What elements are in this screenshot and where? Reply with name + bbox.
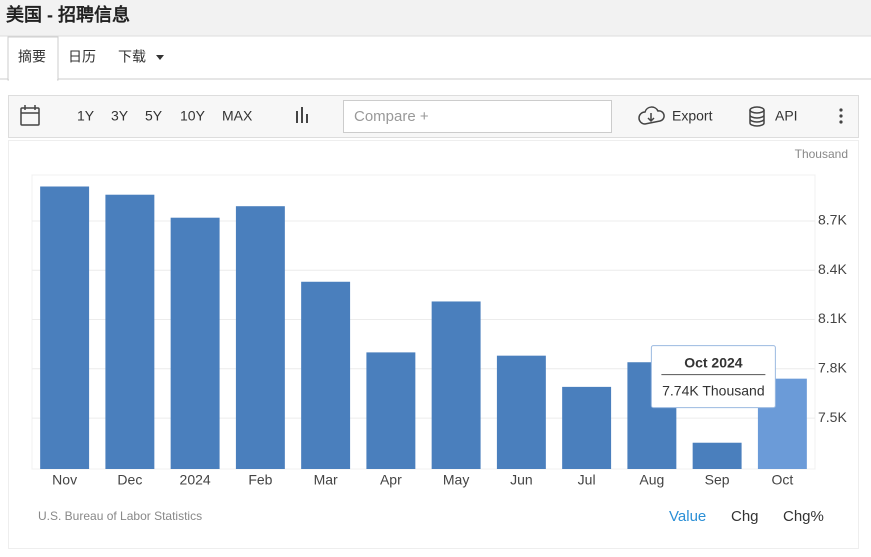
y-tick-label: 8.7K bbox=[818, 212, 847, 228]
compare-placeholder: Compare + bbox=[354, 108, 429, 125]
page-title: 美国 - 招聘信息 bbox=[6, 4, 130, 25]
active-tab[interactable] bbox=[7, 36, 59, 81]
calendar-icon[interactable] bbox=[20, 105, 40, 126]
tab[interactable]: 日历 bbox=[68, 49, 96, 65]
bar bbox=[105, 194, 155, 469]
range-button[interactable]: 1Y bbox=[77, 108, 95, 124]
bar bbox=[366, 352, 416, 469]
tab[interactable]: 下载 bbox=[118, 49, 146, 65]
bar bbox=[170, 217, 220, 469]
export-icon[interactable] bbox=[638, 106, 665, 125]
x-tick-label: Nov bbox=[52, 472, 77, 488]
y-tick-label: 7.5K bbox=[818, 409, 847, 425]
compare-input[interactable] bbox=[343, 100, 612, 133]
x-tick-label: Mar bbox=[314, 472, 338, 488]
x-tick-label: Jul bbox=[578, 472, 596, 488]
source: U.S. Bureau of Labor Statistics bbox=[38, 509, 202, 523]
plot-area bbox=[31, 174, 816, 470]
bar bbox=[562, 386, 612, 469]
x-tick-label: Feb bbox=[248, 472, 272, 488]
x-tick-label: 2024 bbox=[180, 472, 211, 488]
title-bar bbox=[0, 0, 871, 36]
range-button[interactable]: 3Y bbox=[111, 108, 129, 124]
api-icon[interactable] bbox=[749, 106, 765, 127]
api-button[interactable]: API bbox=[775, 108, 798, 124]
x-tick-label: Jun bbox=[510, 472, 533, 488]
view-option[interactable]: Chg% bbox=[783, 508, 824, 525]
tooltip bbox=[650, 345, 776, 409]
view-option[interactable]: Chg bbox=[731, 508, 759, 525]
tab[interactable]: 摘要 bbox=[18, 49, 46, 65]
bar bbox=[301, 281, 351, 469]
x-tick-label: May bbox=[443, 472, 469, 488]
x-tick-label: Oct bbox=[771, 472, 793, 488]
x-tick-label: Dec bbox=[117, 472, 142, 488]
y-tick-label: 8.1K bbox=[818, 310, 847, 326]
bar bbox=[431, 301, 481, 469]
y-tick-label: 8.4K bbox=[818, 261, 847, 277]
more-menu[interactable] bbox=[839, 108, 843, 124]
y-tick-label: 7.8K bbox=[818, 360, 847, 376]
bar bbox=[692, 442, 742, 469]
tab-gap bbox=[9, 78, 57, 81]
unit-label: Thousand bbox=[795, 147, 848, 161]
chart-type-icon[interactable] bbox=[296, 107, 308, 123]
tooltip-title: Oct 2024 bbox=[684, 354, 743, 370]
x-tick-label: Aug bbox=[639, 472, 664, 488]
range-button[interactable]: 10Y bbox=[180, 108, 206, 124]
export-button[interactable]: Export bbox=[672, 108, 713, 124]
x-tick-label: Sep bbox=[705, 472, 730, 488]
data-label: 7.74K Thousand bbox=[662, 382, 765, 398]
bar bbox=[235, 206, 285, 469]
chart-panel bbox=[8, 140, 859, 549]
range-button[interactable]: MAX bbox=[222, 108, 253, 124]
view-option[interactable]: Value bbox=[669, 508, 706, 525]
dropdown-caret bbox=[156, 55, 164, 60]
bar bbox=[40, 186, 90, 470]
bar bbox=[496, 355, 546, 469]
x-tick-label: Apr bbox=[380, 472, 402, 488]
range-button[interactable]: 5Y bbox=[145, 108, 163, 124]
